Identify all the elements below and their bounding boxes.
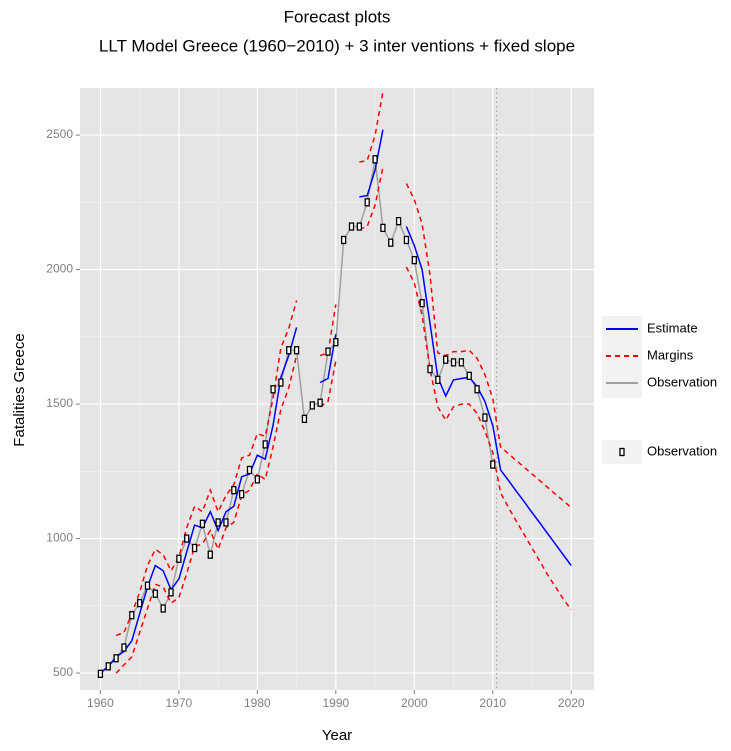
observation-point [286, 346, 292, 355]
observation-point [223, 518, 229, 527]
observation-point [191, 543, 198, 553]
observation-point [184, 534, 190, 543]
observation-point [466, 371, 472, 380]
observation-point [293, 346, 300, 355]
x-tick-label: 1990 [322, 696, 349, 710]
observation-point [317, 398, 323, 407]
observation-point [427, 364, 433, 374]
observation-point [309, 401, 315, 410]
observation-point [348, 222, 355, 231]
observation-point [113, 654, 119, 663]
chart-title: Forecast plots [284, 7, 391, 26]
estimate-line [99, 129, 572, 674]
y-tick-label: 2500 [46, 127, 73, 141]
observation-point [97, 669, 104, 679]
x-tick-label: 1980 [244, 696, 271, 710]
observation-point [207, 550, 213, 559]
x-tick-label: 2000 [401, 696, 428, 710]
observation-point [160, 604, 166, 613]
observation-point [239, 490, 245, 499]
observation-point [341, 235, 347, 245]
observation-point [474, 385, 480, 394]
x-tick-label: 2020 [558, 696, 585, 710]
observation-point [176, 554, 182, 563]
observation-point [301, 414, 308, 424]
observation-point [458, 358, 465, 367]
chart-subtitle: LLT Model Greece (1960−2010) + 3 inter v… [99, 36, 575, 55]
observation-point [168, 588, 174, 597]
x-axis-label: Year [322, 727, 352, 744]
legend-key [619, 447, 625, 457]
y-tick-label: 1000 [46, 531, 73, 545]
y-axis-label: Fatalities Greece [11, 333, 28, 446]
observation-point [278, 378, 284, 387]
y-tick-label: 2000 [46, 262, 73, 276]
observation-point [199, 519, 206, 528]
observation-point [152, 589, 158, 598]
observation-point [403, 235, 410, 245]
x-tick-label: 1960 [87, 696, 114, 710]
panel [80, 88, 594, 690]
observation-point [364, 198, 370, 207]
y-tick-label: 1500 [46, 396, 73, 410]
observation-point [419, 299, 425, 308]
observation-point [333, 338, 339, 347]
observation-point [411, 256, 417, 265]
observation-point [144, 581, 151, 590]
observation-point [262, 440, 268, 449]
observation-point [215, 518, 221, 527]
observation-point [490, 460, 496, 469]
observation-point [136, 598, 143, 608]
observation-point [388, 238, 394, 247]
legend-label: Estimate [647, 320, 698, 335]
observation-point [380, 223, 386, 233]
legend-label: Observation [647, 443, 717, 458]
observation-point [231, 485, 237, 495]
observation-point [121, 643, 127, 652]
observation-point [270, 385, 276, 394]
legend-label: Margins [647, 347, 694, 362]
observation-point [435, 375, 441, 385]
legend-label: Observation [647, 374, 717, 389]
observation-point [356, 222, 363, 231]
observation-point [254, 475, 260, 484]
observation-point [450, 358, 457, 367]
observation-point [443, 355, 449, 364]
observation-point [395, 217, 402, 226]
x-tick-label: 2010 [479, 696, 506, 710]
observation-point [105, 662, 111, 671]
observation-point [325, 347, 331, 356]
x-tick-label: 1970 [166, 696, 193, 710]
observation-point [246, 465, 253, 475]
y-tick-label: 500 [53, 665, 73, 679]
observation-point [372, 155, 378, 164]
margin-lower [115, 167, 572, 674]
observation-point [129, 611, 135, 620]
observation-point [482, 413, 488, 422]
